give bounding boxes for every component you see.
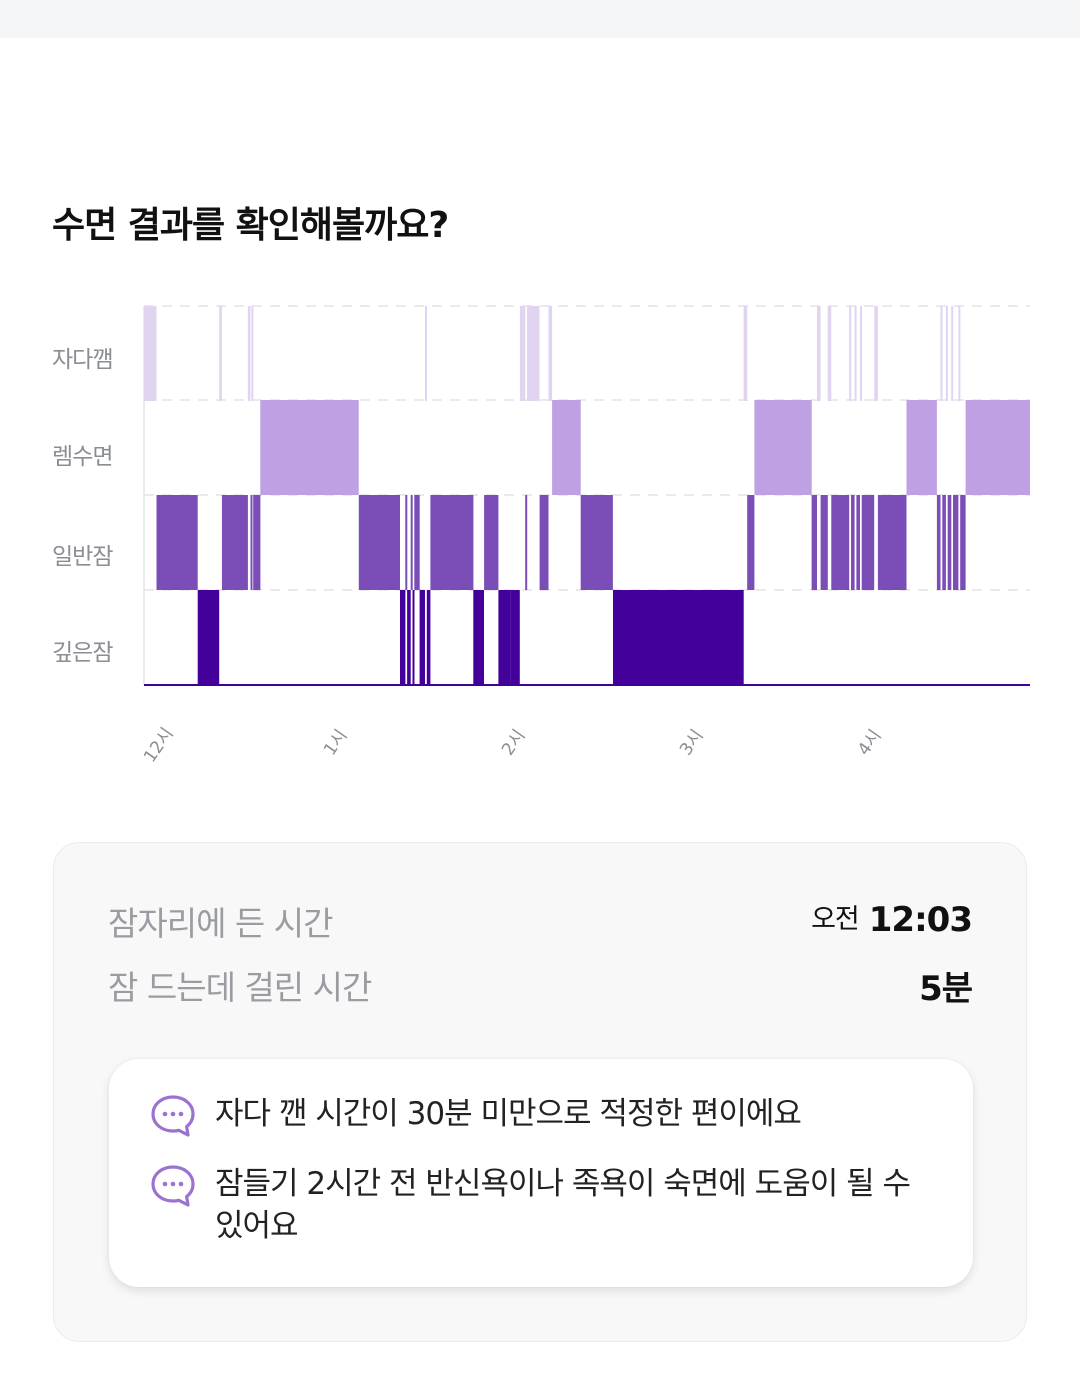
stage-segment [253, 495, 261, 590]
stage-segment [851, 495, 855, 590]
stage-segment [426, 590, 431, 685]
stage-segment [498, 590, 511, 685]
stage-segment [473, 590, 484, 685]
stage-segment [251, 306, 254, 401]
stage-segment [552, 400, 581, 495]
stage-segment [743, 306, 748, 401]
stage-segment [400, 590, 406, 685]
latency-label: 잠 드는데 걸린 시간 [108, 968, 372, 1007]
stage-segment [144, 306, 157, 401]
y-label-rem: 렘수면 [52, 444, 113, 470]
stage-segment [936, 495, 941, 590]
stage-segment [831, 495, 850, 590]
stage-segment [510, 590, 520, 685]
stage-segment [947, 495, 952, 590]
stage-segment [197, 590, 220, 685]
stage-segment [861, 495, 875, 590]
stage-segment [827, 306, 832, 401]
stage-segment [965, 400, 1030, 495]
hypnogram-plot [143, 305, 1030, 686]
sleep-summary-card: 잠자리에 든 시간 오전 12:03 잠 드는데 걸린 시간 5분 자다 깬 시간… [53, 842, 1027, 1342]
stage-segment [856, 495, 860, 590]
bedtime-ampm: 오전 [811, 904, 860, 935]
latency-row: 잠 드는데 걸린 시간 5분 [108, 961, 973, 1011]
stage-segment [410, 495, 413, 590]
stage-segment [874, 306, 878, 401]
tip-text: 잠들기 2시간 전 반신욕이나 족욕이 숙면에 도움이 될 수 있어요 [215, 1166, 911, 1244]
stage-segment [953, 495, 959, 590]
stage-segment [942, 495, 946, 590]
stage-segment [539, 495, 549, 590]
stage-segment [407, 590, 411, 685]
y-label-deep: 깊은잠 [52, 640, 113, 666]
stage-segment [877, 495, 907, 590]
chat-bubble-icon [151, 1165, 195, 1207]
stage-segment [613, 590, 744, 685]
bedtime-row: 잠자리에 든 시간 오전 12:03 [108, 897, 973, 947]
bedtime-value-group: 오전 12:03 [811, 897, 973, 940]
stage-segment [860, 306, 862, 401]
stage-segment [419, 590, 425, 685]
stage-segment [747, 495, 755, 590]
stage-segment [156, 495, 198, 590]
stage-segment [250, 495, 253, 590]
stage-segment [754, 400, 812, 495]
stage-segment [527, 306, 540, 401]
stage-segment [817, 306, 821, 401]
latency-value: 5분 [919, 969, 973, 1009]
y-label-awake: 자다깸 [52, 347, 113, 373]
stage-segment [221, 495, 248, 590]
stage-segment [811, 495, 817, 590]
stage-segment [820, 495, 828, 590]
stage-segment [960, 495, 966, 590]
stage-segment [580, 495, 613, 590]
bedtime-label: 잠자리에 든 시간 [108, 904, 333, 943]
stage-segment [430, 495, 474, 590]
y-label-light: 일반잠 [52, 544, 113, 570]
stage-segment [906, 400, 937, 495]
stage-segment [358, 495, 400, 590]
stage-segment [940, 306, 943, 401]
stage-segment [425, 306, 427, 401]
stage-segment [854, 306, 857, 401]
tips-card: 자다 깬 시간이 30분 미만으로 적정한 편이에요 잠들기 2시간 전 반신욕… [109, 1059, 973, 1287]
stage-segment [519, 306, 526, 401]
stage-segment [219, 306, 222, 401]
stage-segment [958, 306, 961, 401]
stage-segment [951, 306, 954, 401]
stage-segment [405, 495, 408, 590]
stage-segment [247, 306, 251, 401]
tip-text: 자다 깬 시간이 30분 미만으로 적정한 편이에요 [215, 1096, 802, 1132]
stage-segment [414, 495, 420, 590]
page-title: 수면 결과를 확인해볼까요? [52, 205, 449, 246]
stage-segment [260, 400, 359, 495]
stage-segment [548, 306, 553, 401]
chat-bubble-icon [151, 1095, 195, 1137]
top-strip [0, 0, 1080, 38]
bedtime-value: 12:03 [868, 900, 973, 940]
stage-segment [484, 495, 499, 590]
stage-segment [525, 495, 528, 590]
stage-segment [945, 306, 948, 401]
stage-segment [412, 590, 415, 685]
stage-segment [849, 306, 852, 401]
